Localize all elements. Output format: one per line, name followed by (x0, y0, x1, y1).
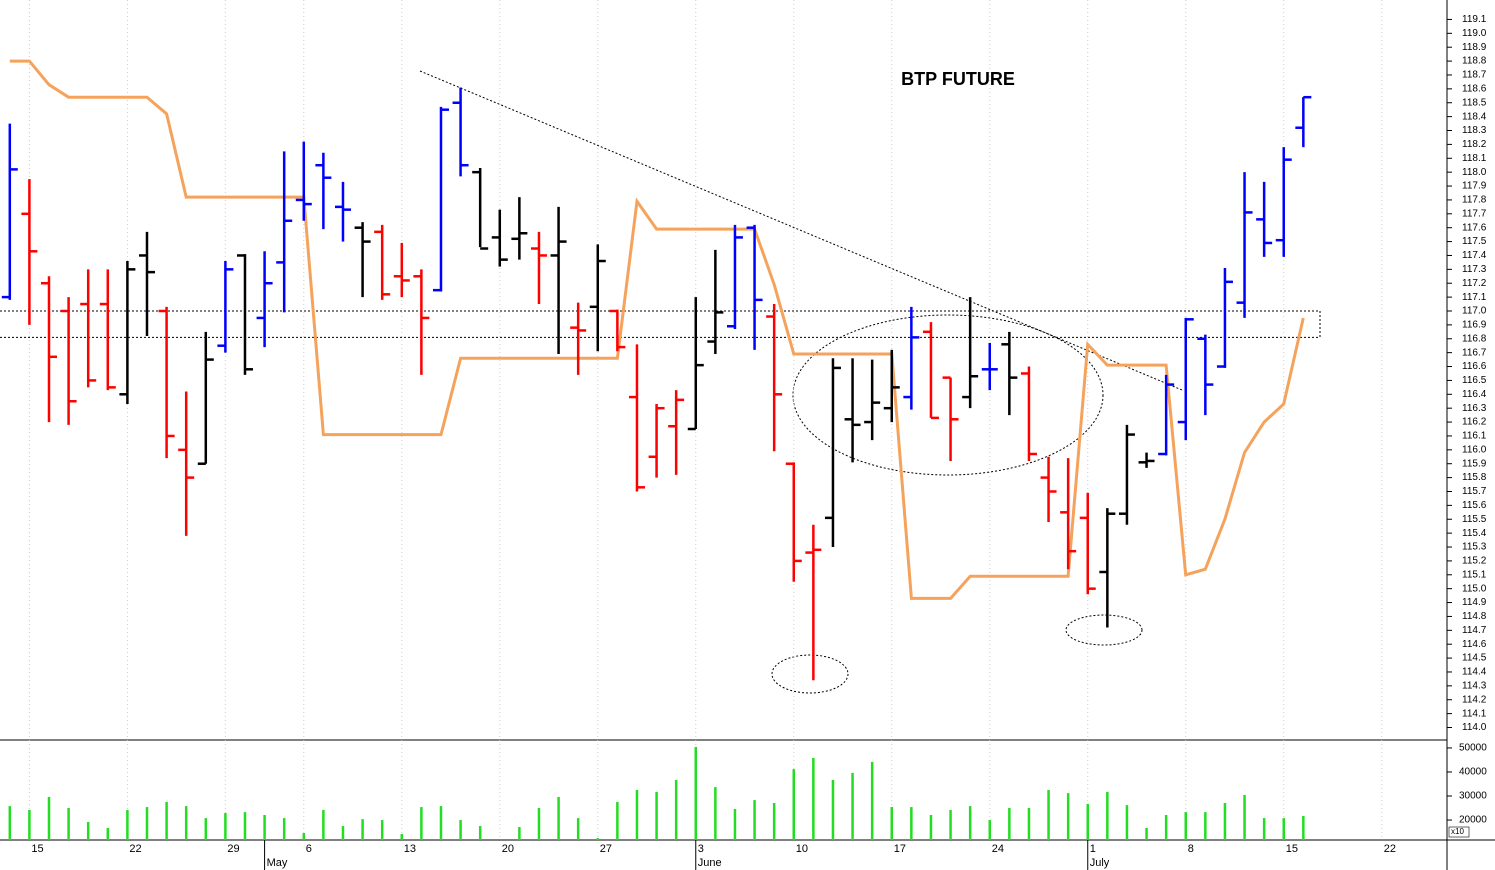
volume-unit-label: x10 (1451, 827, 1464, 836)
y-tick-label: 118.2 (1462, 139, 1487, 150)
x-tick-label: 24 (992, 843, 1004, 855)
y-tick-label: 118.4 (1462, 111, 1487, 122)
y-tick-label: 118.3 (1462, 125, 1487, 136)
unit-box (1448, 826, 1470, 838)
y-tick-label: 116.1 (1462, 431, 1487, 442)
y-tick-label: 118.0 (1462, 167, 1487, 178)
x-tick-label: 13 (404, 843, 416, 855)
y-tick-label: 117.3 (1462, 264, 1487, 275)
x-tick-label: 15 (1286, 843, 1298, 855)
x-tick-label: 6 (306, 843, 312, 855)
y-tick-label: 117.1 (1462, 292, 1487, 303)
y-tick-label: 115.4 (1462, 528, 1487, 539)
x-tick-label: 1 (1090, 843, 1096, 855)
y-tick-label: 118.8 (1462, 56, 1487, 67)
y-tick-label: 50000 (1459, 743, 1487, 754)
y-tick-label: 115.9 (1462, 458, 1487, 469)
x-tick-label: 22 (129, 843, 141, 855)
y-tick-label: 30000 (1459, 791, 1487, 802)
y-tick-label: 114.1 (1462, 708, 1487, 719)
y-tick-label: 115.0 (1462, 583, 1487, 594)
y-tick-label: 117.4 (1462, 250, 1487, 261)
y-tick-label: 116.0 (1462, 444, 1487, 455)
y-tick-label: 118.6 (1462, 83, 1487, 94)
x-tick-label: 8 (1188, 843, 1194, 855)
y-tick-label: 118.7 (1462, 70, 1487, 81)
month-label: July (1090, 857, 1110, 869)
highlight-ellipse (771, 654, 849, 694)
y-tick-label: 117.7 (1462, 208, 1487, 219)
y-tick-label: 117.2 (1462, 278, 1487, 289)
y-tick-label: 114.2 (1462, 694, 1487, 705)
y-tick-label: 118.1 (1462, 153, 1487, 164)
y-tick-label: 116.2 (1462, 417, 1487, 428)
y-tick-label: 119.0 (1462, 28, 1487, 39)
month-label: June (698, 857, 722, 869)
highlight-ellipse (792, 314, 1104, 476)
trend-line (419, 70, 1183, 391)
y-tick-label: 116.8 (1462, 333, 1487, 344)
y-tick-label: 115.7 (1462, 486, 1487, 497)
y-tick-label: 114.3 (1462, 680, 1487, 691)
y-tick-label: 116.3 (1462, 403, 1487, 414)
y-tick-label: 118.9 (1462, 42, 1487, 53)
x-tick-label: 20 (502, 843, 514, 855)
line-series (9, 59, 1305, 600)
y-tick-label: 118.5 (1462, 97, 1487, 108)
y-tick-label: 115.1 (1462, 569, 1487, 580)
x-tick-label: 3 (698, 843, 704, 855)
y-tick-label: 115.8 (1462, 472, 1487, 483)
x-tick-label: 22 (1384, 843, 1396, 855)
x-tick-label: 15 (31, 843, 43, 855)
y-tick-label: 116.6 (1462, 361, 1487, 372)
y-tick-label: 114.4 (1462, 667, 1487, 678)
x-tick-label: 10 (796, 843, 808, 855)
y-tick-label: 117.5 (1462, 236, 1487, 247)
y-tick-label: 114.6 (1462, 639, 1487, 650)
month-label: May (267, 857, 288, 869)
y-tick-label: 117.8 (1462, 195, 1487, 206)
y-tick-label: 116.5 (1462, 375, 1487, 386)
y-tick-label: 114.7 (1462, 625, 1487, 636)
y-tick-label: 114.5 (1462, 653, 1487, 664)
x-tick-label: 17 (894, 843, 906, 855)
highlight-ellipse (1065, 614, 1143, 646)
y-tick-label: 119.1 (1462, 14, 1487, 25)
y-tick-label: 40000 (1459, 767, 1487, 778)
y-tick-label: 114.9 (1462, 597, 1487, 608)
y-tick-label: 114.0 (1462, 722, 1487, 733)
y-tick-label: 116.4 (1462, 389, 1487, 400)
y-tick-label: 117.9 (1462, 181, 1487, 192)
y-tick-label: 117.6 (1462, 222, 1487, 233)
y-tick-label: 20000 (1459, 815, 1487, 826)
y-tick-label: 115.5 (1462, 514, 1487, 525)
y-tick-label: 115.6 (1462, 500, 1487, 511)
y-tick-label: 114.8 (1462, 611, 1487, 622)
chart-title: BTP FUTURE (901, 69, 1015, 89)
y-tick-label: 117.0 (1462, 306, 1487, 317)
y-tick-label: 115.3 (1462, 542, 1487, 553)
y-tick-label: 116.9 (1462, 320, 1487, 331)
x-tick-label: 29 (227, 843, 239, 855)
y-tick-label: 116.7 (1462, 347, 1487, 358)
x-tick-label: 27 (600, 843, 612, 855)
y-tick-label: 115.2 (1462, 556, 1487, 567)
